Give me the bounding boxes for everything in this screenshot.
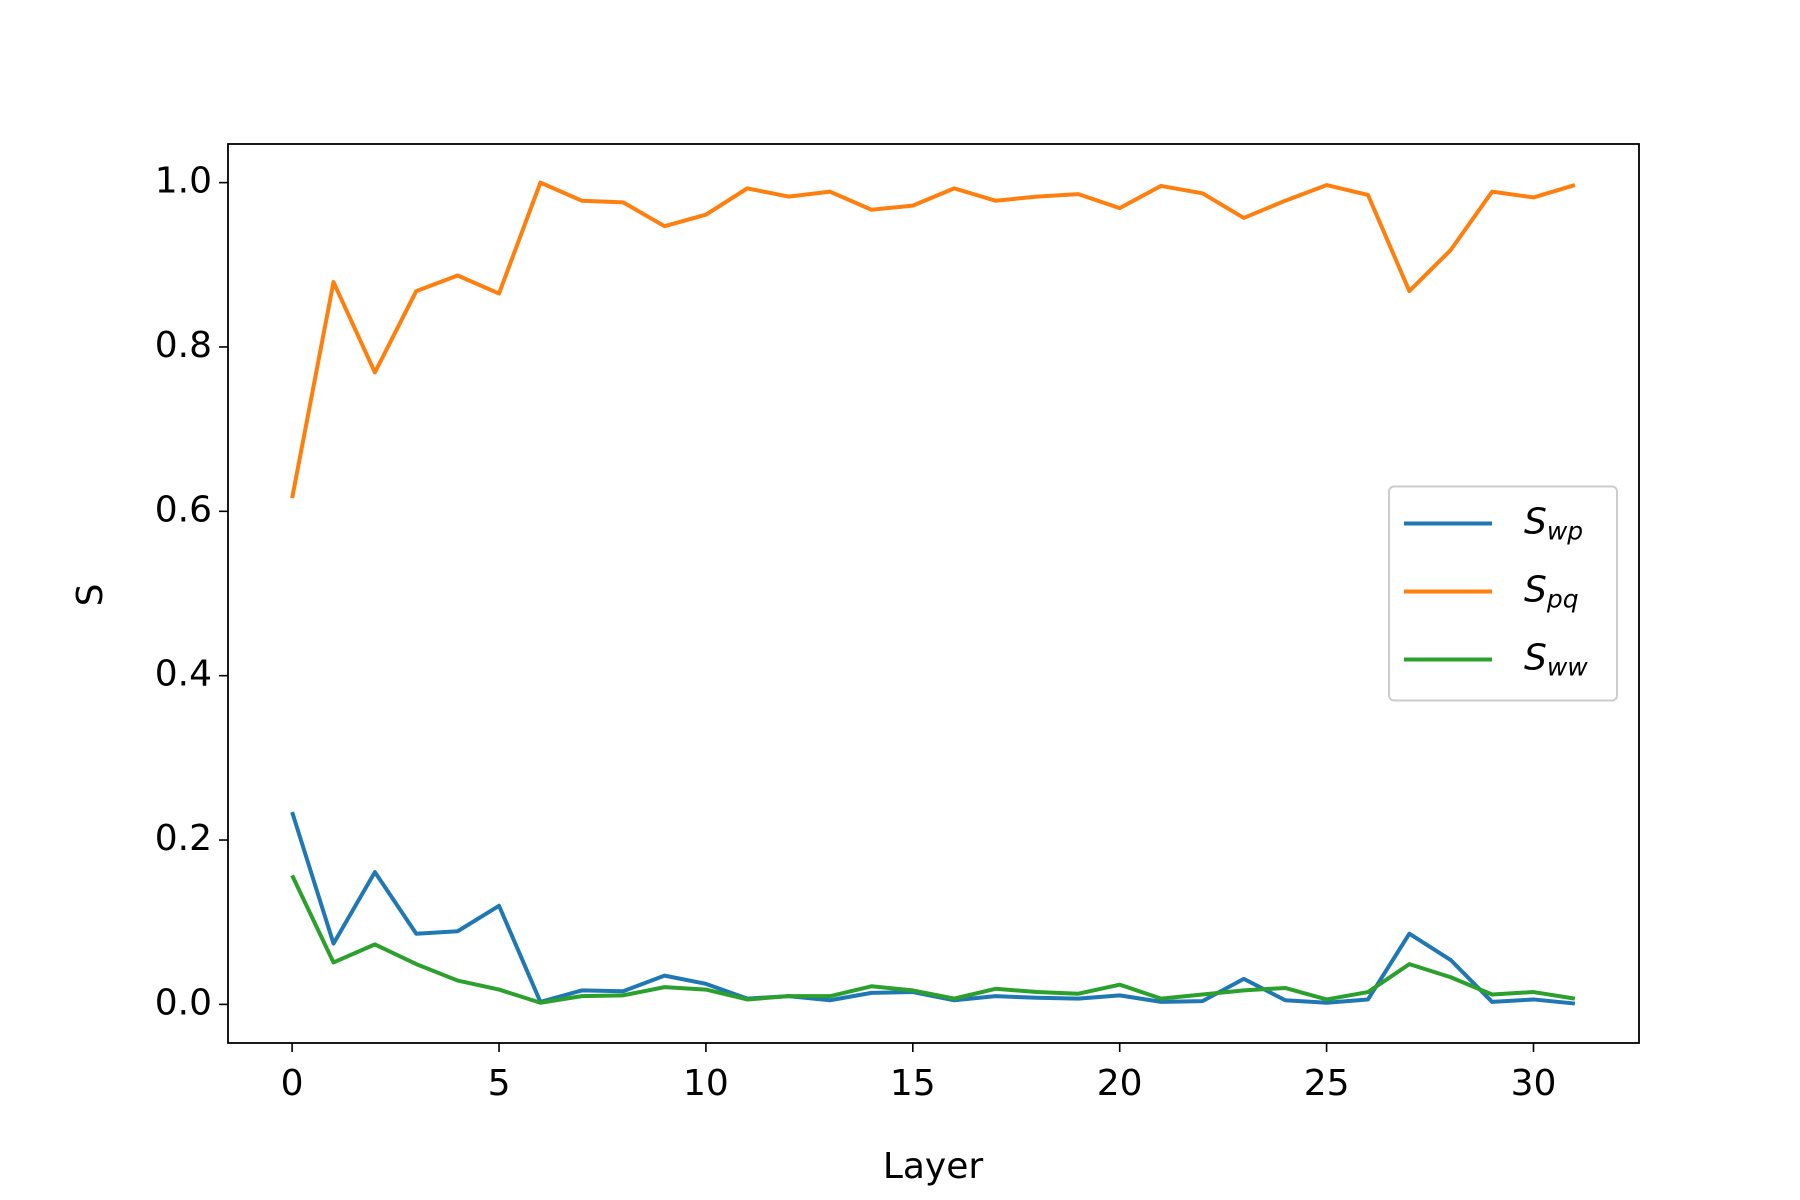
y-tick-label: 0.8	[155, 325, 212, 366]
legend-label: Swp	[1524, 502, 1583, 546]
x-tick-label: 10	[683, 1063, 729, 1104]
x-axis-label: Layer	[883, 1146, 984, 1187]
x-tick-label: 30	[1511, 1063, 1557, 1104]
legend-label: Spq	[1524, 570, 1579, 614]
x-tick-label: 5	[488, 1063, 511, 1104]
legend-box	[1388, 485, 1618, 702]
y-tick-label: 1.0	[155, 161, 212, 202]
y-tick-label: 0.0	[155, 982, 212, 1023]
x-tick-label: 0	[281, 1063, 304, 1104]
series-line	[290, 811, 1576, 1006]
x-tick-label: 20	[1097, 1063, 1143, 1104]
y-tick-label: 0.6	[155, 489, 212, 530]
y-axis-label: S	[70, 584, 111, 607]
x-tick-label: 15	[890, 1063, 936, 1104]
plot-frame	[227, 143, 1640, 1044]
y-tick-label: 0.4	[155, 654, 212, 695]
legend-label: Sww	[1524, 638, 1588, 682]
y-tick-label: 0.2	[155, 818, 212, 859]
series-line	[290, 874, 1576, 1005]
x-tick-label: 25	[1304, 1063, 1350, 1104]
series-line	[290, 180, 1576, 499]
